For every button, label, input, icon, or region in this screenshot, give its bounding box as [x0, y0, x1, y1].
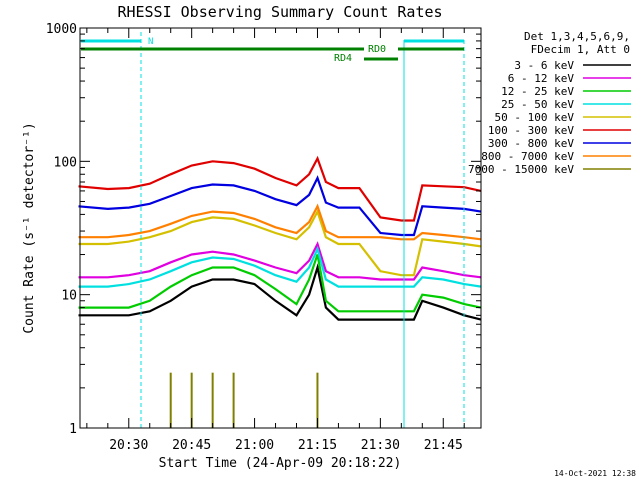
- series-line-1: [78, 241, 482, 281]
- y-tick-label: 1000: [46, 22, 77, 37]
- legend-label: 12 - 25 keV: [501, 85, 574, 98]
- legend-label: 3 - 6 keV: [514, 59, 574, 72]
- legend-label: 800 - 7000 keV: [481, 150, 574, 163]
- chart-title: RHESSI Observing Summary Count Rates: [117, 3, 442, 21]
- series-line-2: [78, 254, 482, 313]
- series-line-3: [78, 245, 482, 288]
- legend: Det 1,3,4,5,6,9,FDecim 1, Att 0 3 - 6 keV…: [468, 30, 631, 176]
- x-tick-label: 21:15: [298, 438, 337, 453]
- legend-label: 6 - 12 keV: [508, 72, 575, 85]
- rd0-label: RD0: [368, 44, 386, 55]
- y-tick-label: 100: [54, 155, 77, 170]
- series-line-5: [78, 155, 482, 222]
- y-tick-label: 1: [69, 422, 77, 437]
- plot-area: [78, 155, 482, 428]
- footer-timestamp: 14-Oct-2021 12:38: [554, 469, 636, 478]
- legend-label: 25 - 50 keV: [501, 98, 574, 111]
- legend-label: 50 - 100 keV: [495, 111, 575, 124]
- x-tick-label: 21:30: [361, 438, 400, 453]
- series-line-6: [78, 175, 482, 237]
- x-tick-label: 21:45: [424, 438, 463, 453]
- annotations: N RD0 RD4: [79, 32, 465, 428]
- series-line-4: [78, 208, 482, 277]
- y-axis-label: Count Rate (s⁻¹ detector⁻¹): [22, 122, 37, 333]
- x-axis-label: Start Time (24-Apr-09 20:18:22): [159, 456, 402, 471]
- legend-label: 300 - 800 keV: [488, 137, 574, 150]
- x-tick-label: 20:30: [109, 438, 148, 453]
- legend-label: 7000 - 15000 keV: [468, 163, 574, 176]
- x-tick-label: 20:45: [172, 438, 211, 453]
- series-line-0: [78, 263, 482, 321]
- plot-frame: [79, 27, 482, 429]
- legend-header: Det 1,3,4,5,6,9,: [524, 30, 630, 43]
- series-line-7: [78, 203, 482, 241]
- n-label: N: [148, 37, 153, 47]
- legend-label: 100 - 300 keV: [488, 124, 574, 137]
- rd4-label: RD4: [334, 53, 352, 64]
- x-tick-label: 21:00: [235, 438, 274, 453]
- y-tick-label: 10: [61, 289, 77, 304]
- axes: 1 10 100 1000 20:30 20:45 21:00 21:15 21:30 21:45: [46, 22, 482, 453]
- legend-header: FDecim 1, Att 0: [531, 43, 630, 56]
